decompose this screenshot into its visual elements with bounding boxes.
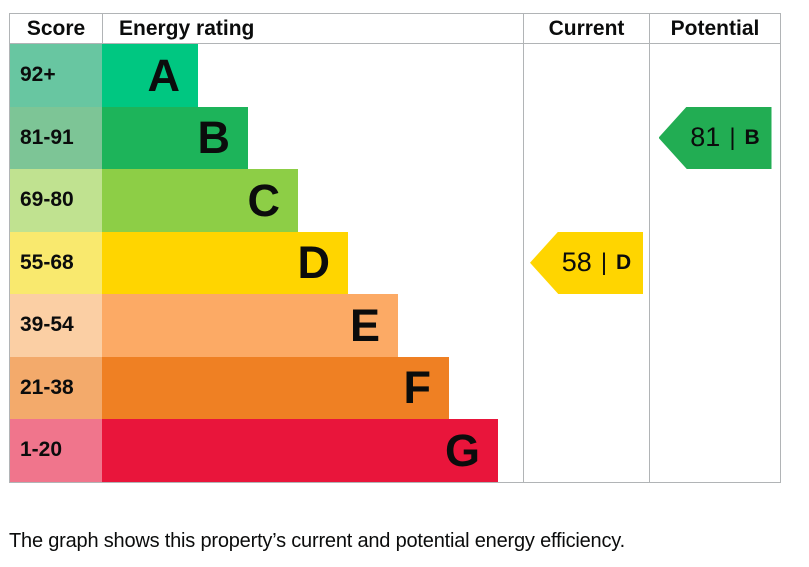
band-row-c: 69-80 C [10, 169, 780, 232]
potential-cell-e [649, 294, 780, 357]
score-range-a: 92+ [10, 44, 102, 107]
current-cell-e [523, 294, 649, 357]
rating-letter-b: B [197, 112, 231, 164]
current-cell-a [523, 44, 649, 107]
current-cell-c [523, 169, 649, 232]
rating-bar-g: G [102, 419, 498, 482]
band-row-d: 55-68 D 58 | D [10, 231, 780, 294]
rating-cell-f: F [102, 356, 523, 419]
current-rating-arrow: 58 | D [530, 231, 643, 294]
potential-rating-value: 81 [690, 122, 721, 153]
potential-cell-d [649, 231, 780, 294]
potential-rating-arrow: 81 | B [658, 106, 772, 169]
rating-letter-e: E [349, 299, 380, 351]
band-row-g: 1-20 G [10, 419, 780, 482]
score-range-e: 39-54 [10, 294, 102, 357]
header-current: Current [523, 14, 649, 43]
header-potential: Potential [649, 14, 780, 43]
score-range-f: 21-38 [10, 356, 102, 419]
potential-cell-b: 81 | B [649, 106, 780, 169]
current-cell-b [523, 106, 649, 169]
band-row-a: 92+ A [10, 44, 780, 107]
rating-cell-c: C [102, 169, 523, 232]
rating-bar-d: D [102, 231, 348, 294]
score-range-b: 81-91 [10, 106, 102, 169]
rating-letter-g: G [444, 424, 480, 476]
rating-cell-b: B [102, 106, 523, 169]
rating-letter-c: C [247, 174, 281, 226]
rating-cell-g: G [102, 419, 523, 482]
chart-header-row: Score Energy rating Current Potential [10, 14, 780, 44]
potential-rating-separator: | [729, 123, 736, 151]
potential-cell-f [649, 356, 780, 419]
epc-energy-rating-chart: Score Energy rating Current Potential 92… [9, 13, 781, 483]
band-rows: 92+ A 81-91 B 81 | B 69-80 C 55-68 D 58 | D 39-54 E 21-3… [10, 44, 780, 482]
current-cell-d: 58 | D [523, 231, 649, 294]
chart-caption: The graph shows this property’s current … [9, 530, 625, 552]
band-row-e: 39-54 E [10, 294, 780, 357]
score-range-c: 69-80 [10, 169, 102, 232]
rating-cell-a: A [102, 44, 523, 107]
score-range-g: 1-20 [10, 419, 102, 482]
current-rating-band-letter: D [616, 251, 632, 275]
potential-rating-band-letter: B [744, 126, 760, 150]
potential-cell-g [649, 419, 780, 482]
rating-bar-b: B [102, 106, 248, 169]
header-energy-rating: Energy rating [102, 14, 523, 43]
rating-bar-c: C [102, 169, 298, 232]
potential-cell-c [649, 169, 780, 232]
rating-cell-d: D [102, 231, 523, 294]
score-range-d: 55-68 [10, 231, 102, 294]
rating-letter-f: F [403, 362, 432, 414]
current-cell-g [523, 419, 649, 482]
current-rating-separator: | [600, 248, 608, 276]
band-row-f: 21-38 F [10, 356, 780, 419]
header-score: Score [26, 17, 86, 40]
band-row-b: 81-91 B 81 | B [10, 106, 780, 169]
rating-letter-a: A [147, 49, 181, 101]
current-rating-value: 58 [561, 247, 592, 278]
potential-cell-a [649, 44, 780, 107]
rating-letter-d: D [297, 237, 331, 289]
rating-cell-e: E [102, 294, 523, 357]
rating-bar-f: F [102, 356, 449, 419]
rating-bar-e: E [102, 294, 398, 357]
rating-bar-a: A [102, 44, 198, 107]
current-cell-f [523, 356, 649, 419]
